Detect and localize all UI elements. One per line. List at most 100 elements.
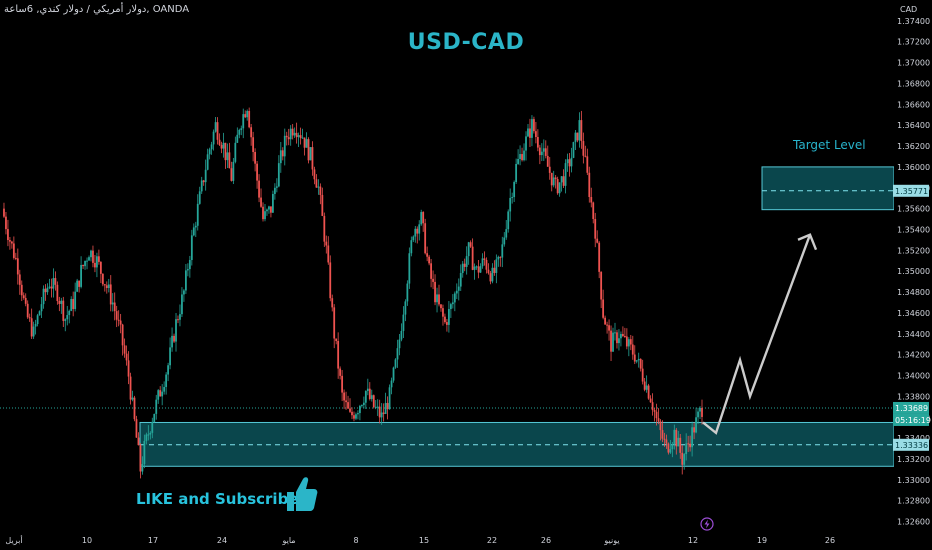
candle-body bbox=[360, 405, 363, 407]
y-tick-label: 1.36400 bbox=[897, 121, 930, 130]
candle-body bbox=[113, 302, 116, 312]
x-tick-label: 19 bbox=[757, 536, 767, 545]
candle-body bbox=[645, 385, 648, 390]
candle-body bbox=[293, 132, 296, 136]
zones bbox=[0, 166, 895, 467]
candle-body bbox=[388, 387, 391, 410]
candle-body bbox=[9, 240, 11, 242]
candle-body bbox=[392, 367, 395, 381]
candle-body bbox=[194, 225, 197, 228]
candle-body bbox=[46, 287, 49, 293]
candle-body bbox=[74, 291, 77, 309]
candle-body bbox=[600, 271, 603, 300]
candle-body bbox=[406, 283, 409, 302]
candle-body bbox=[699, 407, 701, 412]
candle-body bbox=[151, 421, 154, 433]
candle-body bbox=[396, 348, 399, 360]
candle-body bbox=[262, 206, 264, 220]
countdown-bg bbox=[893, 413, 929, 426]
candle-body bbox=[507, 211, 510, 230]
candle-body bbox=[289, 128, 292, 140]
candle-body bbox=[582, 141, 585, 156]
candle-body bbox=[651, 402, 654, 411]
candle-body bbox=[546, 155, 549, 167]
candle-body bbox=[307, 139, 310, 161]
candle-body bbox=[616, 332, 618, 344]
candle-body bbox=[578, 120, 581, 141]
candle-body bbox=[141, 463, 144, 472]
candle-body bbox=[50, 286, 53, 289]
x-tick-label: 17 bbox=[148, 536, 158, 545]
candle-body bbox=[410, 240, 413, 254]
candle-body bbox=[357, 413, 359, 415]
candle-body bbox=[681, 452, 684, 465]
x-tick-label: 24 bbox=[217, 536, 227, 545]
chart-title: USD-CAD bbox=[407, 30, 525, 55]
candle-body bbox=[327, 245, 330, 263]
candle-body bbox=[248, 111, 251, 128]
candle-body bbox=[420, 212, 423, 225]
y-tick-label: 1.36200 bbox=[897, 142, 930, 151]
y-tick-label: 1.33800 bbox=[897, 392, 930, 401]
x-tick-label: 12 bbox=[688, 536, 698, 545]
candle-body bbox=[40, 304, 43, 312]
candle-body bbox=[596, 238, 599, 243]
candle-body bbox=[538, 147, 541, 156]
x-tick-label: 26 bbox=[541, 536, 551, 545]
symbol-header[interactable]: دولار أمريكي / دولار كندي, 6ساعة, OANDA bbox=[4, 4, 190, 15]
candle-body bbox=[606, 324, 608, 326]
candle-body bbox=[99, 261, 102, 274]
candle-body bbox=[101, 273, 104, 285]
candle-body bbox=[159, 390, 162, 397]
candle-body bbox=[281, 150, 284, 157]
candle-body bbox=[376, 406, 379, 408]
candle-body bbox=[86, 260, 88, 262]
candle-body bbox=[451, 302, 454, 305]
y-tick-label: 1.34600 bbox=[897, 309, 930, 318]
y-tick-label: 1.37200 bbox=[897, 38, 930, 47]
time-axis[interactable]: أبريل 10 17 24 مايو 8 15 22 26 يونيو 12 19 26 bbox=[5, 535, 835, 545]
candle-body bbox=[171, 335, 173, 348]
candle-body bbox=[370, 395, 373, 399]
candle-body bbox=[97, 256, 100, 262]
candle-body bbox=[70, 298, 73, 311]
candle-body bbox=[444, 316, 446, 323]
candle-body bbox=[325, 241, 328, 246]
candle-body bbox=[558, 182, 561, 194]
candle-body bbox=[602, 299, 605, 318]
x-tick-label: 10 bbox=[82, 536, 92, 545]
target-mid-label-bg bbox=[893, 184, 929, 197]
candle-body bbox=[266, 209, 268, 212]
candle-body bbox=[301, 137, 304, 139]
price-axis[interactable]: CAD 1.37400 1.37200 1.37000 1.36800 1.36600 1.… bbox=[893, 0, 932, 550]
candle-body bbox=[264, 211, 266, 220]
support-mid-label: 1.33336 bbox=[895, 441, 928, 450]
candle-body bbox=[614, 332, 616, 334]
y-tick-label: 1.33200 bbox=[897, 455, 930, 464]
candle-body bbox=[483, 258, 486, 260]
candle-body bbox=[469, 242, 472, 247]
candle-body bbox=[190, 235, 193, 261]
candle-body bbox=[643, 381, 646, 390]
candle-body bbox=[667, 443, 670, 453]
candle-body bbox=[28, 317, 31, 319]
candle-body bbox=[677, 437, 680, 447]
support-mid-label-bg bbox=[893, 438, 929, 451]
candle-body bbox=[446, 322, 448, 325]
candle-body bbox=[481, 258, 484, 267]
candle-body bbox=[449, 304, 452, 310]
candle-body bbox=[683, 454, 686, 465]
candle-body bbox=[701, 407, 703, 417]
support-zone bbox=[139, 421, 895, 467]
candle-body bbox=[380, 412, 383, 418]
candle-body bbox=[610, 330, 612, 352]
candle-body bbox=[226, 152, 229, 161]
candle-body bbox=[641, 368, 644, 382]
candle-body bbox=[663, 438, 666, 440]
candle-body bbox=[620, 333, 622, 339]
candle-body bbox=[222, 142, 225, 149]
candle-body bbox=[436, 294, 438, 303]
candle-body bbox=[497, 256, 500, 260]
lightning-icon[interactable] bbox=[700, 516, 714, 535]
